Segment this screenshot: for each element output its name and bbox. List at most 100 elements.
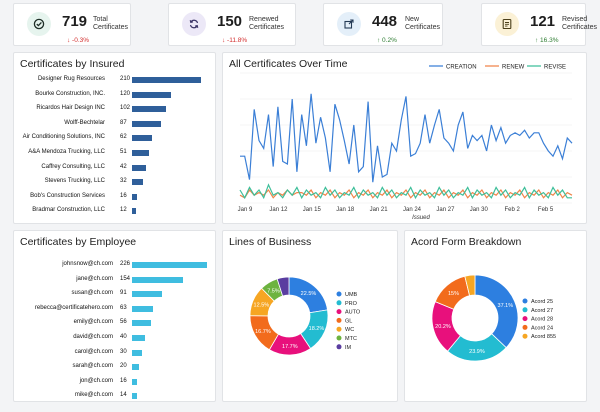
acord-title: Acord Form Breakdown: [411, 236, 522, 248]
insured-title: Certificates by Insured: [20, 58, 125, 70]
document-icon: [502, 18, 512, 30]
kpi-value: 121: [530, 13, 556, 30]
kpi-label: Renewed Certificates: [249, 16, 285, 31]
slice-label: 15%: [448, 291, 459, 297]
bar-value: 154: [120, 275, 131, 282]
x-tick-label: Feb 2: [505, 207, 521, 213]
bar-value: 63: [120, 304, 127, 311]
bar-label: emily@ch.com: [73, 319, 113, 326]
employee-title: Certificates by Employee: [20, 236, 137, 248]
x-axis-title: Issued: [412, 215, 430, 221]
bar: [132, 291, 163, 298]
legend-dot: [522, 316, 528, 322]
kpi-total: 719 Total Certificates ↓ -0.3%: [13, 3, 131, 46]
lob-donut-chart: 22.5% 18.2% 17.7% 16.7% 12.5% 7.5% UMB PRO AUTO G…: [249, 276, 361, 356]
legend-label: IM: [345, 345, 352, 351]
bar: [132, 393, 137, 400]
bar: [132, 150, 149, 156]
timeline-card: All Certificates Over Time Jan 9 Jan 12 Ja…: [222, 52, 587, 224]
employee-card: Certificates by Employee johnsnow@ch.com…: [13, 230, 216, 402]
bar-value: 51: [120, 149, 127, 155]
kpi-change: ↑ 0.2%: [377, 37, 397, 44]
legend-dot: [522, 324, 528, 330]
legend-dot: [336, 291, 342, 297]
legend-label: CREATION: [446, 65, 477, 71]
bar-value: 91: [120, 290, 127, 297]
bar-label: Ricardos Hair Design INC: [36, 105, 105, 112]
bar-label: Air Conditioning Solutions, INC: [22, 134, 105, 141]
bar: [132, 320, 151, 327]
kpi-change: ↑ 16.3%: [535, 37, 559, 44]
bar-value: 14: [120, 392, 127, 399]
kpi-icon-bg: [495, 12, 519, 36]
bar-value: 12: [120, 207, 127, 214]
legend-label: Acord 855: [531, 334, 556, 340]
external-link-icon: [344, 19, 354, 29]
bar-value: 16: [120, 192, 127, 199]
legend-label: MTC: [345, 336, 357, 342]
bar-value: 102: [120, 105, 131, 112]
bar-label: Stevens Trucking, LLC: [44, 178, 105, 185]
bar-value: 40: [120, 334, 127, 340]
legend-label: Acord 24: [531, 325, 553, 331]
kpi-change: ↓ -11.8%: [222, 37, 248, 44]
legend-label: PRO: [345, 301, 358, 307]
bar: [132, 77, 201, 83]
bar-label: johnsnow@ch.com: [62, 261, 113, 267]
check-circle-icon: [33, 18, 45, 30]
kpi-label: Revised Certificates: [562, 16, 598, 31]
legend-label: AUTO: [345, 310, 361, 316]
x-tick-label: Jan 21: [370, 207, 389, 213]
donut-slice: [276, 276, 290, 297]
x-tick-label: Jan 9: [238, 207, 253, 213]
bar-value: 87: [120, 119, 127, 126]
bar-label: jon@ch.com: [79, 377, 113, 384]
x-tick-label: Jan 30: [470, 207, 489, 213]
x-tick-label: Jan 15: [303, 207, 322, 213]
bar: [132, 193, 138, 200]
slice-label: 12.5%: [254, 302, 270, 308]
bar-value: 226: [120, 261, 131, 267]
bar: [132, 276, 184, 283]
legend-label: WC: [345, 327, 354, 333]
slice-label: 7.5%: [267, 288, 280, 294]
kpi-label: New Certificates: [405, 16, 441, 31]
legend-dot: [522, 307, 528, 313]
bar-value: 32: [120, 178, 127, 185]
bar: [132, 106, 166, 113]
slice-label: 22.5%: [301, 291, 317, 297]
legend-label: GL: [345, 318, 352, 324]
bar: [132, 208, 136, 215]
bar: [132, 164, 146, 171]
kpi-change: ↓ -0.3%: [67, 37, 90, 44]
bar-value: 20: [120, 363, 127, 370]
bar-value: 56: [120, 319, 127, 326]
kpi-renewed: 150 Renewed Certificates ↓ -11.8%: [168, 3, 296, 46]
bar-value: 62: [120, 134, 127, 141]
timeline-line-chart: Jan 9 Jan 12 Jan 15 Jan 18 Jan 21 Jan 24 Jan 2…: [238, 65, 573, 221]
x-tick-label: Jan 18: [336, 207, 355, 213]
legend-label: RENEW: [502, 65, 525, 71]
legend-dot: [336, 326, 342, 332]
bar-label: mike@ch.com: [74, 392, 113, 399]
bar-label: jane@ch.com: [76, 275, 113, 282]
slice-label: 23.9%: [469, 349, 485, 355]
x-tick-label: Jan 27: [436, 207, 455, 213]
acord-donut-chart: 37.1% 23.9% 20.2% 15% Acord 25 Acord 27 Acord …: [431, 274, 556, 362]
slice-label: 16.7%: [255, 329, 271, 335]
bar-label: Wolff-Bechtelar: [64, 119, 105, 126]
x-tick-label: Feb 5: [538, 207, 554, 213]
bar-value: 210: [120, 76, 131, 82]
bar: [132, 120, 161, 127]
timeline-title: All Certificates Over Time: [229, 58, 348, 70]
bar: [132, 262, 207, 268]
lob-card: Lines of Business 22.5% 18.2% 17.7% 16.7% 12…: [222, 230, 398, 402]
legend-dot: [336, 335, 342, 341]
bar: [132, 335, 146, 341]
legend-label: REVISE: [544, 65, 566, 71]
legend-label: UMB: [345, 292, 358, 298]
kpi-icon-bg: [27, 12, 51, 36]
bar-label: Caffrey Consulting, LLC: [41, 163, 105, 170]
bar-label: rebecca@certificatehero.com: [34, 304, 113, 311]
legend-dot: [522, 298, 528, 304]
